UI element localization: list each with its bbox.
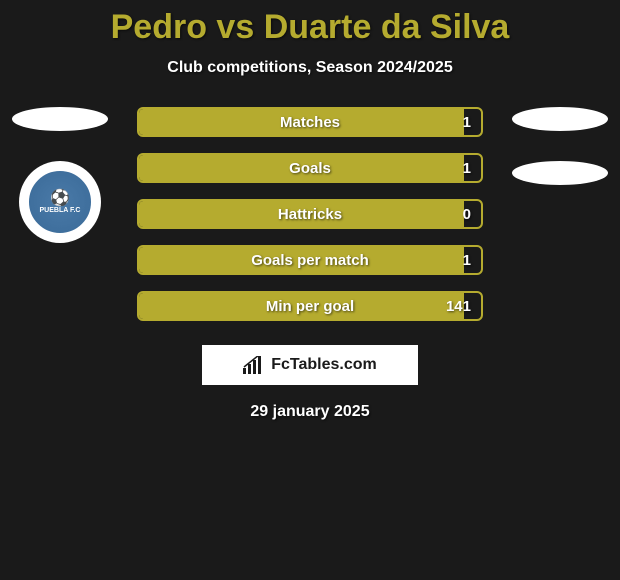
player-placeholder-ellipse [12,107,108,131]
stat-right-value: 1 [463,114,471,131]
stat-fill [139,109,464,135]
stat-right-value: 141 [446,298,471,315]
stat-row: Matches1 [137,107,483,137]
club-badge: ⚽ PUEBLA F.C [19,161,101,243]
page-title: Pedro vs Duarte da Silva [111,8,510,47]
left-player-column: ⚽ PUEBLA F.C [12,107,108,243]
bar-chart-icon [243,356,265,374]
stats-list: Matches1 Goals1 Hattricks0 Goals per match1… [137,107,483,321]
brand-box: FcTables.com [202,345,418,385]
stat-right-value: 1 [463,252,471,269]
main-area: ⚽ PUEBLA F.C Matches1 Goals1 Hattricks0 Goa… [0,107,620,321]
stat-fill [139,155,464,181]
right-player-column [512,107,608,185]
stat-right-value: 1 [463,160,471,177]
brand-label: FcTables.com [271,356,377,374]
infographic-container: Pedro vs Duarte da Silva Club competitio… [0,0,620,421]
date-label: 29 january 2025 [250,403,369,421]
player-placeholder-ellipse [512,107,608,131]
stat-fill [139,201,464,227]
soccer-ball-icon: ⚽ [50,191,70,207]
stat-row: Goals1 [137,153,483,183]
stat-row: Hattricks0 [137,199,483,229]
club-badge-inner: ⚽ PUEBLA F.C [27,169,93,235]
stat-fill [139,247,464,273]
stat-fill [139,293,464,319]
player-placeholder-ellipse [512,161,608,185]
stat-right-value: 0 [463,206,471,223]
subtitle: Club competitions, Season 2024/2025 [167,59,452,77]
stat-row: Goals per match1 [137,245,483,275]
stat-row: Min per goal141 [137,291,483,321]
club-badge-label: PUEBLA F.C [40,207,81,214]
